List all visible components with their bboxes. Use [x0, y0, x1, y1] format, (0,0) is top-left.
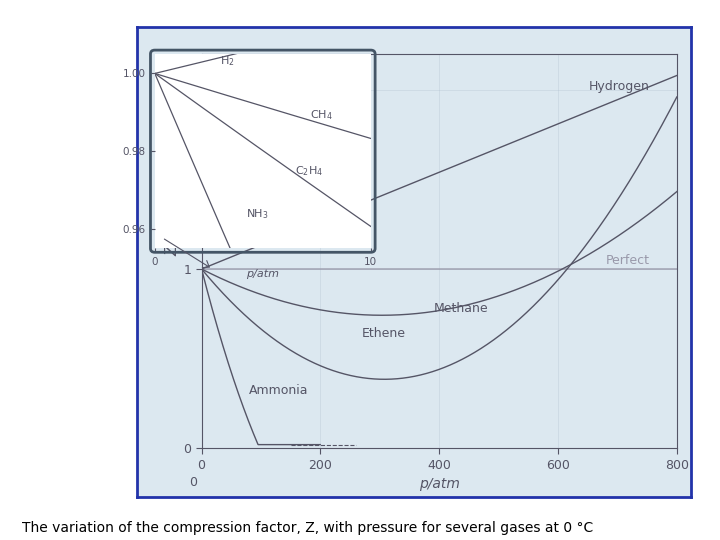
Text: H$_2$: H$_2$	[220, 53, 234, 68]
Text: 0: 0	[189, 476, 197, 489]
X-axis label: p/atm: p/atm	[246, 269, 279, 279]
Y-axis label: Z: Z	[166, 246, 181, 256]
Text: Hydrogen: Hydrogen	[589, 80, 650, 93]
Text: Perfect: Perfect	[606, 254, 650, 267]
Text: NH$_3$: NH$_3$	[246, 207, 268, 221]
Text: Ethene: Ethene	[362, 327, 406, 340]
X-axis label: p/atm: p/atm	[419, 477, 459, 491]
Text: Methane: Methane	[433, 302, 488, 315]
Text: CH$_4$: CH$_4$	[310, 108, 333, 122]
Text: Ammonia: Ammonia	[249, 384, 309, 397]
Text: C$_2$H$_4$: C$_2$H$_4$	[295, 165, 323, 178]
Text: The variation of the compression factor, Z, with pressure for several gases at 0: The variation of the compression factor,…	[22, 521, 593, 535]
